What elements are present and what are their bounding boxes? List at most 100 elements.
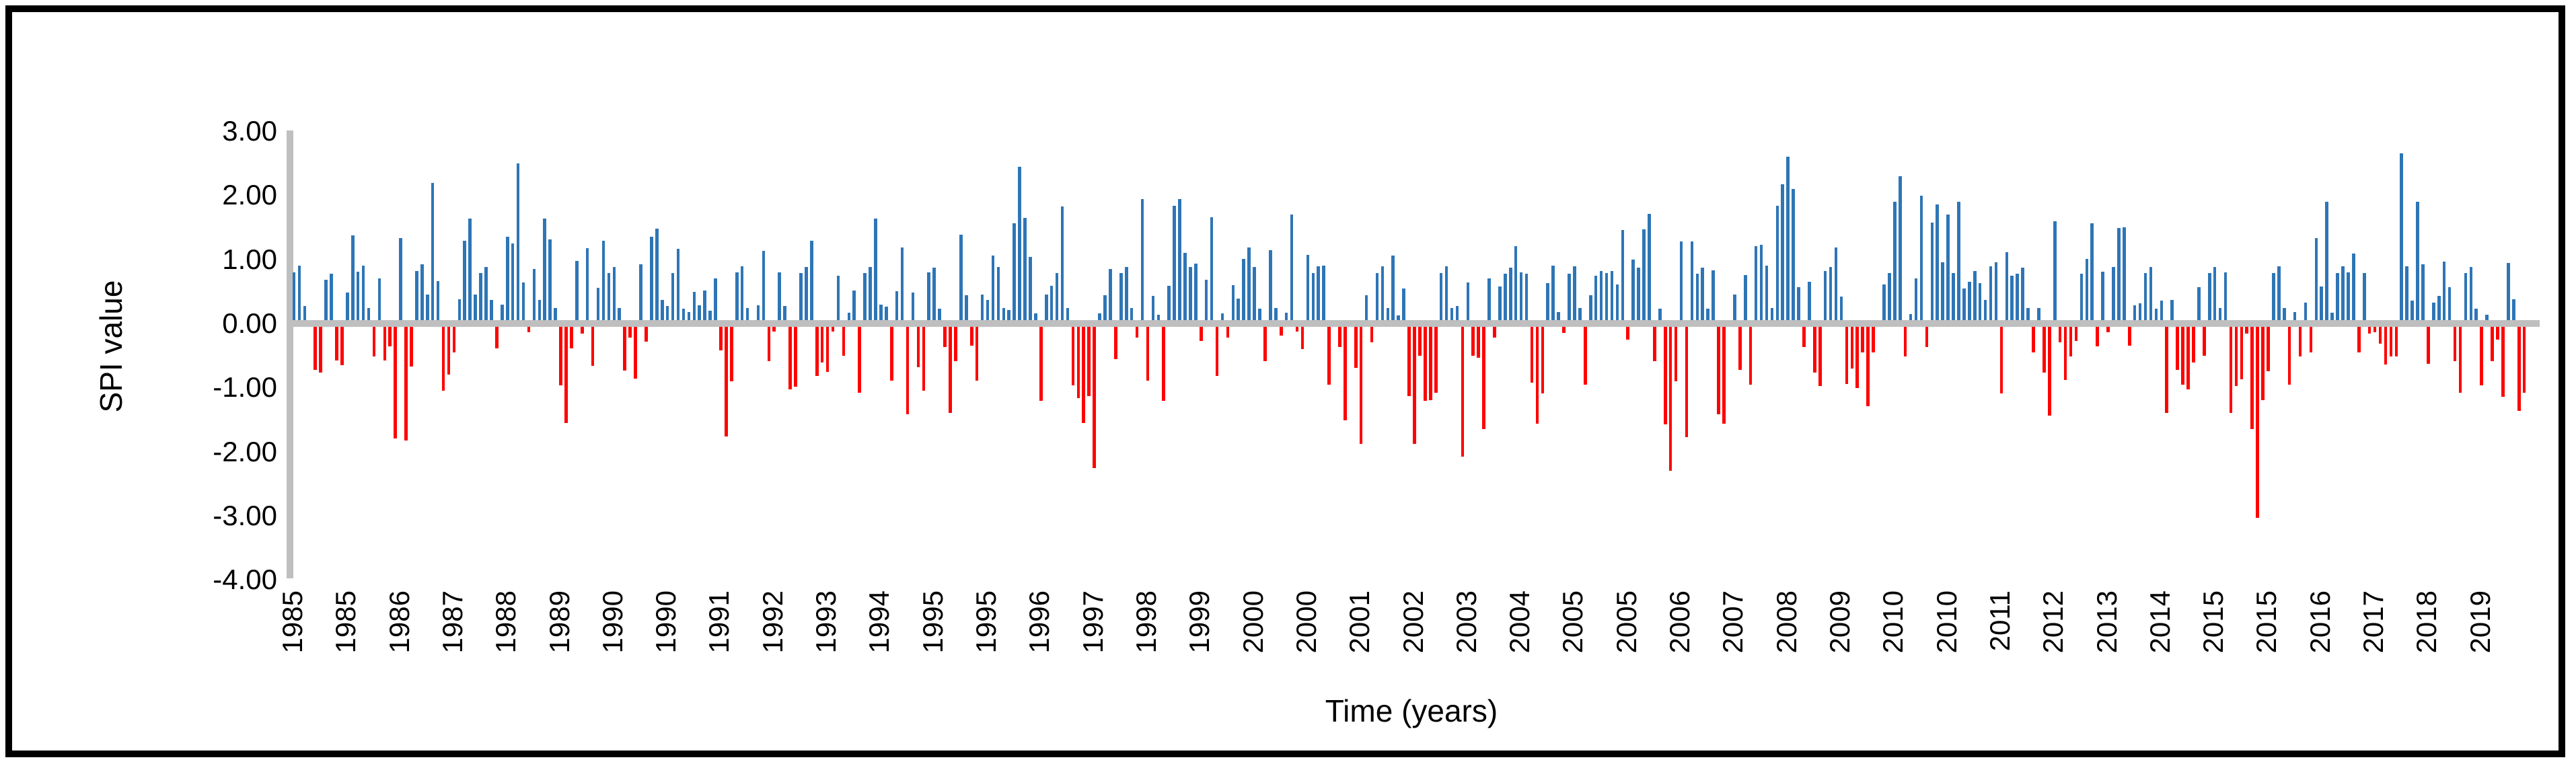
negative-spi-bar: [634, 327, 637, 379]
positive-spi-bar: [1957, 201, 1960, 320]
positive-spi-bar: [783, 306, 786, 320]
negative-spi-bar: [2267, 327, 2270, 371]
negative-spi-bar: [1418, 327, 1422, 356]
negative-spi-bar: [2496, 327, 2499, 340]
positive-spi-bar: [708, 310, 712, 320]
positive-spi-bar: [1599, 270, 1603, 320]
negative-spi-bar: [1413, 327, 1416, 445]
positive-spi-bar: [1231, 284, 1235, 320]
positive-spi-bar: [479, 273, 482, 320]
positive-spi-bar: [996, 266, 1000, 320]
positive-spi-bar: [1759, 245, 1763, 320]
x-tick-label: 1991: [703, 590, 735, 654]
positive-spi-bar: [1701, 267, 1705, 320]
positive-spi-bar: [474, 294, 477, 320]
positive-spi-bar: [601, 240, 605, 320]
positive-spi-bar: [532, 268, 536, 320]
positive-spi-bar: [698, 305, 702, 320]
positive-spi-bar: [1269, 250, 1272, 320]
positive-spi-bar: [501, 305, 504, 320]
positive-spi-bar: [1386, 307, 1390, 320]
negative-spi-bar: [2458, 327, 2462, 393]
negative-spi-bar: [1653, 327, 1656, 362]
positive-spi-bar: [2223, 272, 2228, 320]
positive-spi-bar: [1968, 281, 1971, 320]
positive-spi-bar: [2085, 259, 2089, 320]
positive-spi-bar: [1124, 266, 1128, 320]
positive-spi-bar: [457, 299, 462, 320]
positive-spi-bar: [740, 266, 744, 320]
positive-spi-bar: [1455, 306, 1459, 320]
positive-spi-bar: [836, 276, 840, 320]
negative-spi-bar: [1872, 327, 1875, 353]
negative-spi-bar: [441, 327, 445, 391]
positive-spi-bar: [2123, 227, 2126, 320]
positive-spi-bar: [1695, 274, 1699, 320]
negative-spi-bar: [335, 327, 338, 360]
positive-spi-bar: [1210, 217, 1214, 320]
negative-spi-bar: [1327, 327, 1331, 385]
negative-spi-bar: [2501, 327, 2505, 397]
positive-spi-bar: [639, 264, 642, 320]
positive-spi-bar: [885, 306, 888, 320]
negative-spi-bar: [2240, 327, 2244, 380]
negative-spi-bar: [2389, 327, 2393, 356]
negative-spi-bar: [2256, 327, 2259, 518]
positive-spi-bar: [505, 237, 509, 320]
positive-spi-bar: [1839, 296, 1843, 320]
positive-spi-bar: [991, 255, 995, 320]
negative-spi-bar: [1471, 327, 1475, 356]
positive-spi-bar: [463, 240, 467, 320]
positive-spi-bar: [687, 311, 691, 320]
positive-spi-bar: [665, 306, 669, 320]
y-axis-line: [287, 130, 293, 578]
y-axis-title: SPI value: [94, 280, 128, 413]
negative-spi-bar: [1861, 327, 1864, 353]
negative-spi-bar: [1407, 327, 1411, 396]
negative-spi-bar: [1738, 327, 1742, 370]
positive-spi-bar: [330, 274, 333, 320]
x-tick-label: 1998: [1130, 590, 1162, 654]
negative-spi-bar: [922, 327, 926, 391]
negative-spi-bar: [1903, 327, 1907, 356]
positive-spi-bar: [1018, 167, 1021, 320]
negative-spi-bar: [2491, 327, 2494, 362]
positive-spi-bar: [2026, 307, 2030, 320]
positive-spi-bar: [2442, 262, 2446, 320]
positive-spi-bar: [511, 243, 515, 320]
positive-spi-bar: [1679, 241, 1683, 320]
negative-spi-bar: [2394, 327, 2398, 356]
positive-spi-bar: [1519, 272, 1523, 320]
positive-spi-bar: [1242, 258, 1245, 320]
positive-spi-bar: [1941, 262, 1944, 320]
negative-spi-bar: [1493, 327, 1496, 338]
negative-spi-bar: [2063, 327, 2067, 381]
negative-spi-bar: [889, 327, 893, 381]
negative-spi-bar: [1999, 327, 2003, 394]
positive-spi-bar: [2469, 266, 2473, 320]
negative-spi-bar: [1279, 327, 1283, 336]
positive-spi-bar: [2400, 153, 2404, 320]
positive-spi-bar: [2133, 305, 2137, 320]
negative-spi-bar: [2480, 327, 2483, 385]
x-tick-label: 1985: [330, 590, 362, 654]
negative-spi-bar: [1749, 327, 1753, 385]
positive-spi-bar: [1834, 247, 1838, 320]
positive-spi-bar: [2474, 308, 2478, 320]
positive-spi-bar: [1973, 270, 1977, 320]
positive-spi-bar: [1610, 270, 1614, 320]
negative-spi-bar: [2047, 327, 2051, 416]
positive-spi-bar: [1487, 278, 1491, 320]
positive-spi-bar: [367, 307, 371, 320]
negative-spi-bar: [1850, 327, 1854, 369]
negative-spi-bar: [1584, 327, 1587, 385]
positive-spi-bar: [2432, 303, 2435, 320]
negative-spi-bar: [2517, 327, 2521, 411]
positive-spi-bar: [1183, 252, 1187, 320]
x-tick-label: 2000: [1290, 590, 1322, 654]
negative-spi-bar: [725, 327, 728, 436]
positive-spi-bar: [2325, 201, 2328, 320]
positive-spi-bar: [703, 291, 706, 320]
negative-spi-bar: [1344, 327, 1347, 421]
negative-spi-bar: [564, 327, 568, 423]
